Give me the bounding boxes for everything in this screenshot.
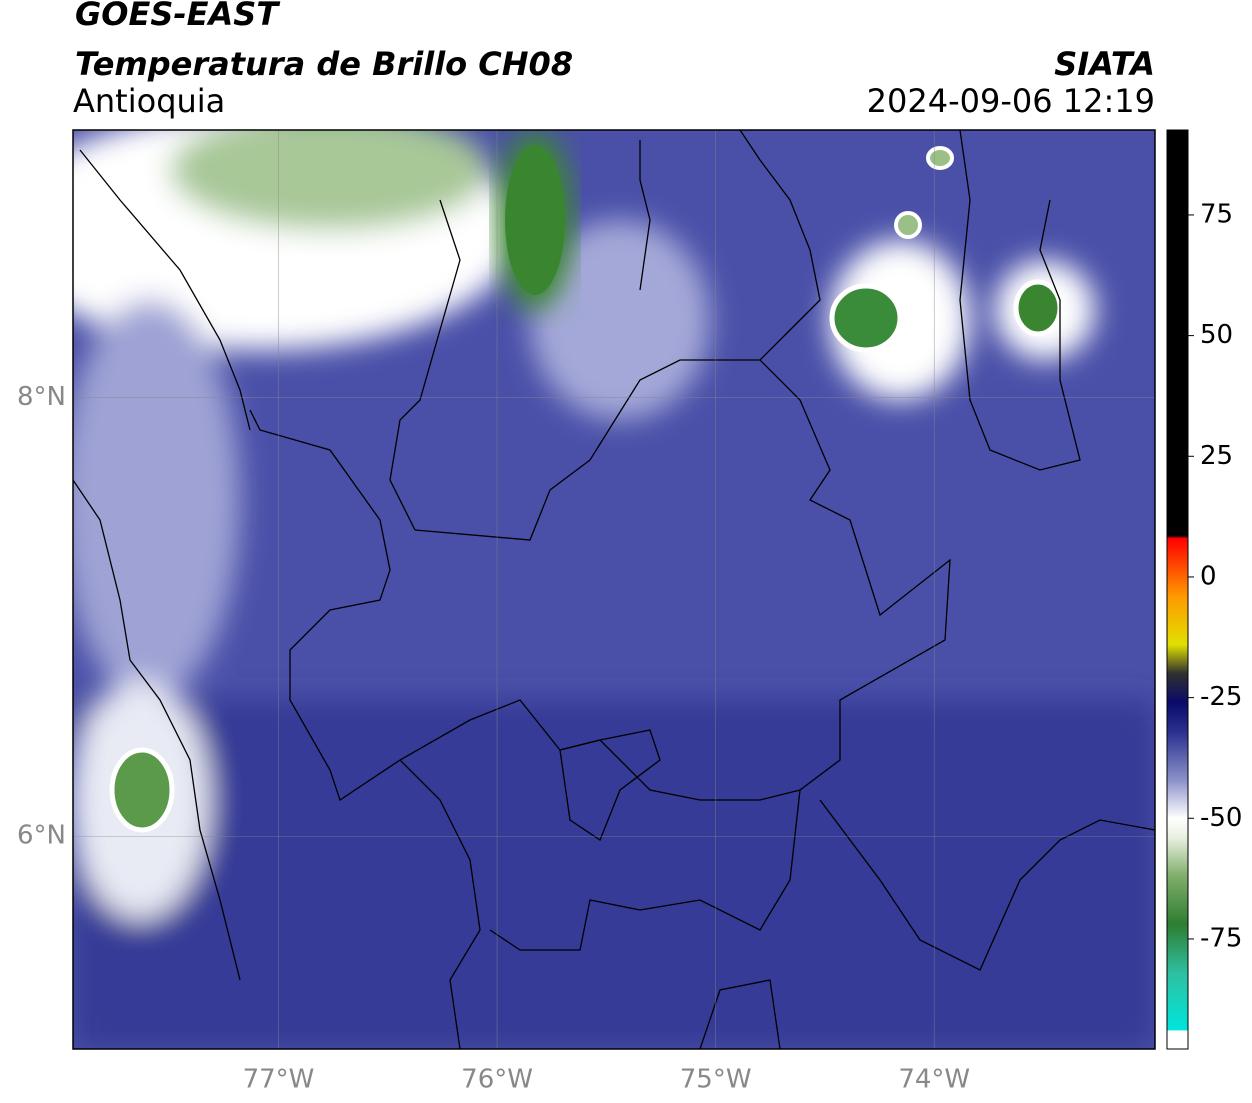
lon-tick-label: 75°W xyxy=(680,1065,752,1095)
region: Antioquia xyxy=(73,82,225,120)
map-frame xyxy=(72,129,1156,1050)
colorbar-tick-label: -75 xyxy=(1200,923,1242,953)
colorbar-tick-label: 25 xyxy=(1200,441,1233,471)
colorbar-tick-label: -50 xyxy=(1200,803,1242,833)
source: SIATA xyxy=(1054,45,1155,83)
lon-tick-label: 74°W xyxy=(898,1065,970,1095)
title: GOES-EAST xyxy=(75,0,280,33)
lat-tick-label: 6°N xyxy=(17,821,66,851)
colorbar-tick-label: 75 xyxy=(1200,199,1233,229)
lon-tick-label: 76°W xyxy=(461,1065,533,1095)
colorbar-tick-label: -25 xyxy=(1200,682,1242,712)
colorbar xyxy=(1166,129,1189,1050)
lat-tick-label: 8°N xyxy=(17,382,66,412)
colorbar-tick-label: 50 xyxy=(1200,320,1233,350)
subtitle: Temperatura de Brillo CH08 xyxy=(75,45,573,83)
timestamp: 2024-09-06 12:19 xyxy=(867,82,1155,120)
satellite-image xyxy=(73,130,1155,1049)
lon-tick-label: 77°W xyxy=(243,1065,315,1095)
colorbar-tick-label: 0 xyxy=(1200,561,1217,591)
graticule xyxy=(73,130,1155,1049)
